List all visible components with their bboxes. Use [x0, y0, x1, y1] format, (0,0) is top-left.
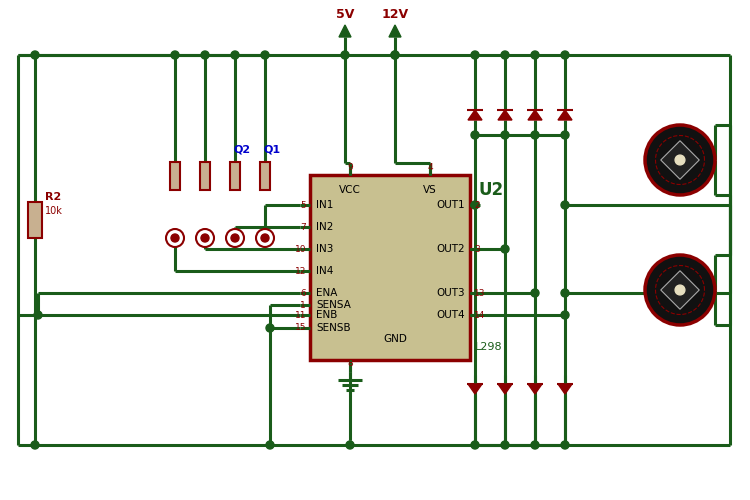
Text: OUT4: OUT4 [436, 310, 465, 320]
Circle shape [561, 131, 569, 139]
Polygon shape [468, 110, 482, 120]
Circle shape [561, 51, 569, 59]
Circle shape [645, 125, 715, 195]
Polygon shape [339, 25, 351, 37]
Text: IN3: IN3 [316, 244, 333, 254]
Text: 15: 15 [295, 324, 306, 332]
Circle shape [231, 234, 239, 242]
Polygon shape [498, 110, 512, 120]
Bar [200, 162, 210, 190]
Text: L298: L298 [475, 342, 502, 352]
Circle shape [166, 229, 184, 247]
Circle shape [471, 441, 479, 449]
Text: ENB: ENB [316, 310, 338, 320]
Text: 5: 5 [300, 200, 306, 209]
Text: 1: 1 [300, 300, 306, 310]
Text: 11: 11 [295, 310, 306, 320]
Circle shape [261, 51, 269, 59]
Circle shape [391, 51, 399, 59]
Text: 13: 13 [474, 288, 485, 298]
Text: 8: 8 [347, 359, 352, 368]
Text: 12: 12 [295, 266, 306, 276]
Polygon shape [468, 384, 482, 394]
Circle shape [675, 155, 685, 165]
Circle shape [266, 441, 274, 449]
Bar [170, 162, 180, 190]
Circle shape [391, 51, 399, 59]
Text: SENSB: SENSB [316, 323, 350, 333]
Circle shape [341, 51, 349, 59]
Text: IN1: IN1 [316, 200, 333, 210]
Text: 10k: 10k [45, 206, 63, 216]
Text: SENSA: SENSA [316, 300, 351, 310]
Circle shape [171, 51, 179, 59]
Circle shape [531, 131, 539, 139]
Text: IN2: IN2 [316, 222, 333, 232]
Polygon shape [558, 110, 572, 120]
Circle shape [346, 441, 354, 449]
Circle shape [645, 255, 715, 325]
Polygon shape [558, 384, 572, 394]
Circle shape [171, 234, 179, 242]
Text: 6: 6 [300, 288, 306, 298]
Text: OUT2: OUT2 [436, 244, 465, 254]
Text: Q1: Q1 [263, 144, 280, 154]
Circle shape [34, 311, 42, 319]
Circle shape [266, 324, 274, 332]
Circle shape [561, 311, 569, 319]
Circle shape [531, 51, 539, 59]
Circle shape [226, 229, 244, 247]
Circle shape [31, 51, 39, 59]
Circle shape [201, 51, 209, 59]
Circle shape [471, 131, 479, 139]
Text: 5V: 5V [336, 8, 354, 21]
Text: ENA: ENA [316, 288, 338, 298]
Bar [28, 202, 42, 238]
Circle shape [501, 245, 509, 253]
Circle shape [531, 289, 539, 297]
Polygon shape [661, 141, 699, 180]
Circle shape [561, 441, 569, 449]
Circle shape [231, 51, 239, 59]
Text: 9: 9 [347, 163, 352, 172]
Bar [310, 175, 470, 360]
Text: GND: GND [383, 334, 407, 344]
Circle shape [31, 441, 39, 449]
Text: R2: R2 [45, 192, 62, 202]
Circle shape [501, 131, 509, 139]
Text: U2: U2 [478, 181, 503, 199]
Polygon shape [528, 110, 542, 120]
Text: OUT3: OUT3 [436, 288, 465, 298]
Circle shape [675, 285, 685, 295]
Text: 4: 4 [427, 163, 433, 172]
Circle shape [531, 441, 539, 449]
Text: 14: 14 [474, 310, 485, 320]
Text: VCC: VCC [339, 185, 361, 195]
Circle shape [501, 441, 509, 449]
Polygon shape [498, 384, 512, 394]
Text: IN4: IN4 [316, 266, 333, 276]
Text: 2: 2 [474, 200, 480, 209]
Circle shape [471, 51, 479, 59]
Text: 10: 10 [295, 244, 306, 254]
Circle shape [471, 201, 479, 209]
Polygon shape [389, 25, 401, 37]
Text: Q2: Q2 [233, 144, 250, 154]
Circle shape [196, 229, 214, 247]
Bar [260, 162, 270, 190]
Circle shape [561, 289, 569, 297]
Text: VS: VS [423, 185, 436, 195]
Circle shape [501, 51, 509, 59]
Circle shape [201, 234, 209, 242]
Bar [230, 162, 240, 190]
Circle shape [256, 229, 274, 247]
Text: 3: 3 [474, 244, 480, 254]
Text: OUT1: OUT1 [436, 200, 465, 210]
Polygon shape [661, 271, 699, 309]
Circle shape [261, 234, 269, 242]
Text: 12V: 12V [382, 8, 409, 21]
Circle shape [561, 201, 569, 209]
Polygon shape [528, 384, 542, 394]
Text: 7: 7 [300, 222, 306, 232]
